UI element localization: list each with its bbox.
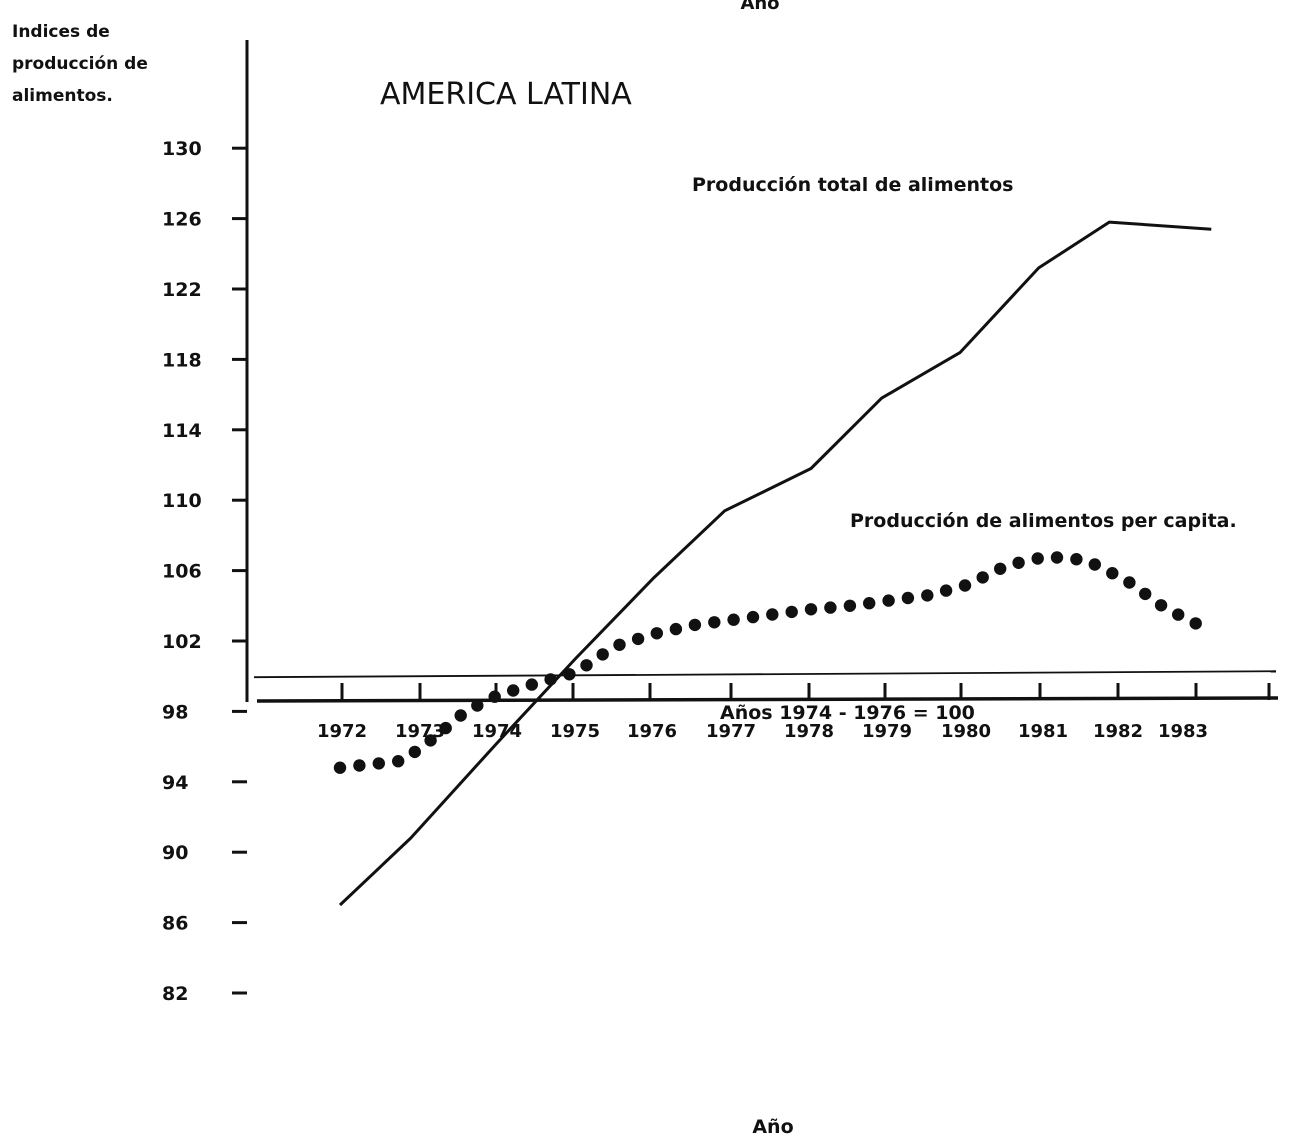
per-capita-dot <box>507 684 520 697</box>
per-capita-dot <box>1139 587 1152 601</box>
per-capita-dot <box>843 599 857 612</box>
per-capita-dot <box>921 589 934 602</box>
x-tick-label: 1973 <box>395 721 445 742</box>
series-per-capita <box>333 551 1202 774</box>
per-capita-dot <box>688 618 702 632</box>
x-tick-label: 1976 <box>627 721 677 742</box>
per-capita-dot <box>392 755 405 768</box>
per-capita-dot <box>1070 553 1083 566</box>
per-capita-dot <box>372 757 385 770</box>
baseline-line <box>253 670 1277 679</box>
per-capita-dot <box>1012 556 1025 569</box>
y-tick-label: 106 <box>162 561 202 583</box>
per-capita-dot <box>1123 576 1136 589</box>
y-tick-label: 122 <box>162 279 202 301</box>
per-capita-dot <box>669 622 683 636</box>
per-capita-dot <box>958 579 972 592</box>
per-capita-dot <box>333 761 347 774</box>
per-capita-dot <box>454 709 467 722</box>
axes <box>245 40 1279 703</box>
per-capita-dot <box>766 608 779 621</box>
y-tick-label: 94 <box>162 772 188 794</box>
y-axis-label-line-3: alimentos. <box>12 86 113 106</box>
series-layer <box>333 220 1212 907</box>
per-capita-dot <box>563 668 576 681</box>
per-capita-dot <box>785 605 798 619</box>
per-capita-dot <box>939 584 953 597</box>
per-capita-dot <box>1106 567 1119 580</box>
per-capita-dot <box>994 562 1007 575</box>
series-label-total: Producción total de alimentos <box>692 174 1013 196</box>
x-tick-label: 1977 <box>706 721 756 742</box>
per-capita-dot <box>650 627 663 640</box>
y-tick-label: 90 <box>162 842 188 864</box>
y-tick-label: 114 <box>162 420 202 442</box>
per-capita-dot <box>901 591 915 605</box>
per-capita-dot <box>631 632 645 646</box>
y-tick-label: 118 <box>162 349 202 371</box>
x-tick-label: 1982 <box>1093 721 1143 742</box>
per-capita-dot <box>613 638 626 651</box>
per-capita-dot <box>1172 608 1185 621</box>
per-capita-dot <box>1189 617 1202 630</box>
x-axis <box>256 696 1279 703</box>
x-axis-title: Año <box>752 1116 793 1138</box>
y-tick-label: 86 <box>162 913 188 935</box>
series-line-total-production <box>338 220 1212 907</box>
per-capita-dot <box>727 613 740 626</box>
y-tick-label: 82 <box>162 983 188 1005</box>
per-capita-dot <box>424 734 437 747</box>
per-capita-dot <box>746 610 760 624</box>
y-axis-label-line-2: producción de <box>12 54 148 74</box>
x-tick-label: 1980 <box>941 721 991 742</box>
per-capita-dot <box>976 571 989 584</box>
x-tick-label: 1979 <box>862 721 912 742</box>
per-capita-dot <box>439 721 452 735</box>
per-capita-dot <box>580 659 593 672</box>
x-tick-label: 1983 <box>1158 721 1208 742</box>
per-capita-dot <box>488 690 501 703</box>
x-tick-label: 1981 <box>1018 721 1068 742</box>
y-tick-label: 98 <box>162 701 188 723</box>
y-tick-label: 110 <box>162 490 202 512</box>
per-capita-dot <box>1154 599 1168 612</box>
per-capita-dot <box>1031 552 1044 565</box>
per-capita-dot <box>863 597 876 610</box>
x-tick-label: 1975 <box>550 721 600 742</box>
top-axis-title: Año <box>740 0 779 14</box>
y-tick-label: 130 <box>162 138 202 160</box>
per-capita-dot <box>1050 551 1064 564</box>
per-capita-dot <box>882 594 895 607</box>
per-capita-dot <box>804 603 818 616</box>
x-tick-label: 1972 <box>317 721 367 742</box>
baseline-label: Años 1974 - 1976 = 100 <box>720 702 975 724</box>
y-ticks: 130 126 122 118 114 110 106 102 98 94 90 86 82 <box>162 138 247 1005</box>
series-label-per-capita: Producción de alimentos per capita. <box>850 510 1237 532</box>
per-capita-dot <box>824 601 837 614</box>
per-capita-dot <box>525 678 538 691</box>
chart-title: AMERICA LATINA <box>380 77 632 112</box>
per-capita-dot <box>708 616 721 629</box>
per-capita-dot <box>596 648 609 661</box>
y-axis-label-line-1: Indices de <box>12 22 110 42</box>
x-tick-label: 1978 <box>784 721 834 742</box>
per-capita-dot <box>353 759 366 772</box>
y-tick-label: 126 <box>162 209 202 231</box>
per-capita-dot <box>408 745 421 759</box>
per-capita-dot <box>471 699 484 712</box>
y-tick-label: 102 <box>162 631 202 653</box>
x-tick-label: 1974 <box>472 721 522 742</box>
per-capita-dot <box>1088 558 1102 571</box>
